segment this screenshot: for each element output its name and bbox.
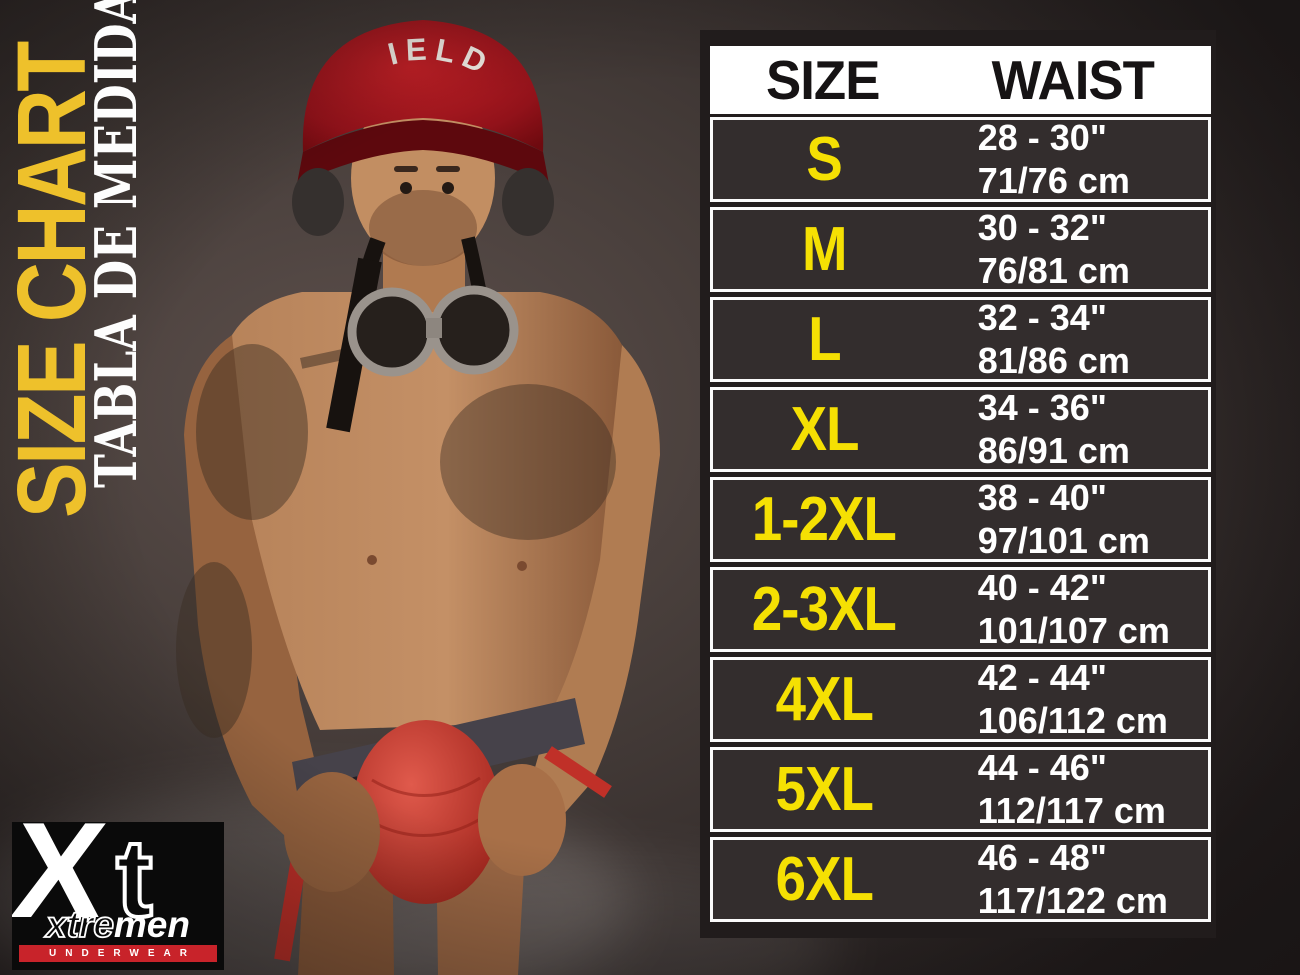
size-cell: 2-3XL <box>713 574 936 644</box>
waist-cm: 106/112 cm <box>977 699 1168 741</box>
logo-wordmark-outline: xtre <box>45 904 115 945</box>
waist-inches: 40 - 42" <box>977 567 1107 609</box>
size-cell: L <box>713 304 936 374</box>
table-header-row: SIZE WAIST <box>710 46 1211 114</box>
size-table: SIZE WAIST S 28 - 30" 71/76 cm M 30 - 32… <box>700 30 1216 938</box>
table-row-xl: XL 34 - 36" 86/91 cm <box>710 387 1211 472</box>
xtremen-logo: t X xtremen UNDERWEAR <box>12 822 224 970</box>
waist-cell: 44 - 46" 112/117 cm <box>936 747 1208 832</box>
size-cell: 1-2XL <box>713 484 936 554</box>
waist-inches: 32 - 34" <box>977 297 1107 339</box>
waist-inches: 28 - 30" <box>977 117 1107 159</box>
waist-cell: 30 - 32" 76/81 cm <box>936 207 1208 292</box>
waist-inches: 30 - 32" <box>977 207 1107 249</box>
logo-wordmark: xtremen <box>12 904 224 945</box>
waist-cm: 81/86 cm <box>977 339 1130 381</box>
waist-cell: 42 - 44" 106/112 cm <box>936 657 1208 742</box>
table-row-4xl: 4XL 42 - 44" 106/112 cm <box>710 657 1211 742</box>
size-label: L <box>808 304 841 374</box>
waist-inches: 34 - 36" <box>977 387 1107 429</box>
size-label: 1-2XL <box>752 484 897 554</box>
size-cell: 6XL <box>713 844 936 914</box>
logo-wordmark-solid: men <box>113 904 190 945</box>
size-cell: 5XL <box>713 754 936 824</box>
size-cell: XL <box>713 394 936 464</box>
table-row-m: M 30 - 32" 76/81 cm <box>710 207 1211 292</box>
size-label: 2-3XL <box>752 574 897 644</box>
waist-cell: 32 - 34" 81/86 cm <box>936 297 1208 382</box>
poster-subtitle-vertical: TABLA DE MEDIDAS <box>83 0 150 488</box>
waist-inches: 42 - 44" <box>977 657 1107 699</box>
waist-cell: 40 - 42" 101/107 cm <box>936 567 1208 652</box>
waist-cm: 76/81 cm <box>977 249 1130 291</box>
waist-inches: 38 - 40" <box>977 477 1107 519</box>
table-row-l: L 32 - 34" 81/86 cm <box>710 297 1211 382</box>
size-label: M <box>802 214 847 284</box>
waist-cm: 117/122 cm <box>977 879 1168 921</box>
poster-subtitle-text: TABLA DE MEDIDAS <box>83 0 150 488</box>
waist-cm: 71/76 cm <box>977 159 1130 201</box>
size-label: 5XL <box>775 754 874 824</box>
table-row-5xl: 5XL 44 - 46" 112/117 cm <box>710 747 1211 832</box>
size-label: S <box>806 124 843 194</box>
waist-inches: 46 - 48" <box>977 837 1107 879</box>
waist-cell: 38 - 40" 97/101 cm <box>936 477 1208 562</box>
size-label: 6XL <box>775 844 874 914</box>
size-label: 4XL <box>775 664 874 734</box>
size-label: XL <box>790 394 859 464</box>
table-row-s: S 28 - 30" 71/76 cm <box>710 117 1211 202</box>
waist-cell: 28 - 30" 71/76 cm <box>936 117 1208 202</box>
size-cell: S <box>713 124 936 194</box>
waist-cell: 46 - 48" 117/122 cm <box>936 837 1208 922</box>
waist-cm: 112/117 cm <box>977 789 1166 831</box>
waist-inches: 44 - 46" <box>977 747 1107 789</box>
waist-cm: 86/91 cm <box>977 429 1130 471</box>
waist-cm: 101/107 cm <box>977 609 1170 651</box>
waist-cm: 97/101 cm <box>977 519 1150 561</box>
table-row-6xl: 6XL 46 - 48" 117/122 cm <box>710 837 1211 922</box>
table-row-2-3xl: 2-3XL 40 - 42" 101/107 cm <box>710 567 1211 652</box>
waist-cell: 34 - 36" 86/91 cm <box>936 387 1208 472</box>
table-row-1-2xl: 1-2XL 38 - 40" 97/101 cm <box>710 477 1211 562</box>
logo-letter-t: t <box>114 822 155 941</box>
size-cell: M <box>713 214 936 284</box>
waist-column-header: WAIST <box>992 49 1155 111</box>
size-column-header: SIZE <box>765 49 880 111</box>
logo-underwear-bar: UNDERWEAR <box>19 945 217 962</box>
size-cell: 4XL <box>713 664 936 734</box>
